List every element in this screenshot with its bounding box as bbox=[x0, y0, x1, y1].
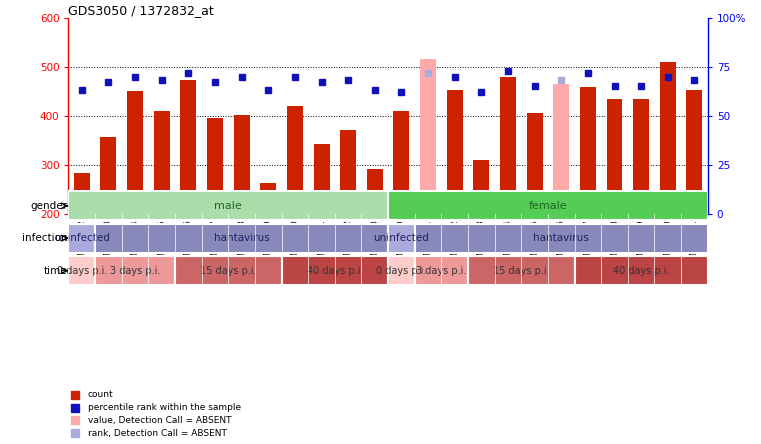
Bar bbox=[388, 224, 415, 253]
Bar bbox=[127, 91, 143, 214]
Bar bbox=[207, 118, 223, 214]
Text: gender: gender bbox=[30, 201, 67, 211]
Text: 3 days p.i.: 3 days p.i. bbox=[416, 266, 466, 276]
Bar bbox=[282, 256, 388, 285]
Text: rank, Detection Call = ABSENT: rank, Detection Call = ABSENT bbox=[88, 428, 227, 438]
Bar bbox=[68, 191, 388, 220]
Bar bbox=[314, 144, 330, 214]
Text: uninfected: uninfected bbox=[54, 233, 110, 243]
Bar bbox=[68, 224, 95, 253]
Text: uninfected: uninfected bbox=[374, 233, 429, 243]
Text: 40 days p.i.: 40 days p.i. bbox=[613, 266, 670, 276]
Bar bbox=[180, 80, 196, 214]
Bar bbox=[100, 137, 116, 214]
Bar bbox=[287, 106, 303, 214]
Text: time: time bbox=[43, 266, 67, 276]
Text: count: count bbox=[88, 390, 113, 400]
Bar bbox=[660, 62, 676, 214]
Bar bbox=[340, 131, 356, 214]
Text: GDS3050 / 1372832_at: GDS3050 / 1372832_at bbox=[68, 4, 215, 16]
Text: 3 days p.i.: 3 days p.i. bbox=[110, 266, 161, 276]
Text: percentile rank within the sample: percentile rank within the sample bbox=[88, 403, 240, 412]
Bar bbox=[633, 99, 649, 214]
Bar bbox=[686, 90, 702, 214]
Bar bbox=[95, 224, 388, 253]
Text: 15 days p.i.: 15 days p.i. bbox=[200, 266, 256, 276]
Bar bbox=[388, 256, 415, 285]
Bar bbox=[234, 115, 250, 214]
Bar bbox=[68, 256, 95, 285]
Text: hantavirus: hantavirus bbox=[533, 233, 589, 243]
Bar bbox=[260, 183, 276, 214]
Text: value, Detection Call = ABSENT: value, Detection Call = ABSENT bbox=[88, 416, 231, 425]
Bar bbox=[473, 160, 489, 214]
Text: 40 days p.i.: 40 days p.i. bbox=[307, 266, 363, 276]
Bar bbox=[447, 90, 463, 214]
Text: 15 days p.i.: 15 days p.i. bbox=[493, 266, 549, 276]
Bar bbox=[95, 256, 175, 285]
Bar bbox=[500, 76, 516, 214]
Bar bbox=[388, 191, 708, 220]
Bar bbox=[527, 113, 543, 214]
Bar bbox=[393, 111, 409, 214]
Text: hantavirus: hantavirus bbox=[214, 233, 269, 243]
Bar bbox=[175, 256, 282, 285]
Text: male: male bbox=[215, 201, 242, 211]
Bar bbox=[580, 87, 596, 214]
Bar bbox=[154, 111, 170, 214]
Bar bbox=[420, 59, 436, 214]
Text: infection: infection bbox=[21, 233, 67, 243]
Bar bbox=[74, 174, 90, 214]
Bar bbox=[367, 169, 383, 214]
Text: 0 days p.i.: 0 days p.i. bbox=[376, 266, 427, 276]
Bar bbox=[575, 256, 708, 285]
Bar bbox=[415, 256, 468, 285]
Bar bbox=[607, 99, 622, 214]
Text: 0 days p.i.: 0 days p.i. bbox=[56, 266, 107, 276]
Bar bbox=[468, 256, 575, 285]
Text: female: female bbox=[529, 201, 567, 211]
Bar bbox=[415, 224, 708, 253]
Bar bbox=[553, 84, 569, 214]
